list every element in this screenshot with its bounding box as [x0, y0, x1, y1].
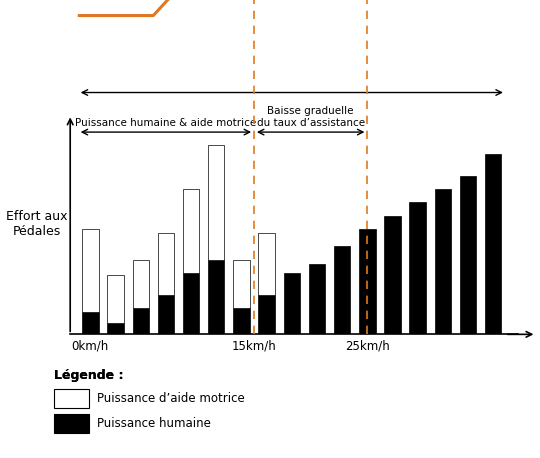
- Text: Puissance d’aide motrice: Puissance d’aide motrice: [97, 392, 245, 405]
- Bar: [183, 273, 199, 334]
- Bar: [183, 189, 199, 273]
- Bar: [233, 260, 249, 308]
- Bar: [460, 176, 476, 334]
- Bar: [107, 323, 124, 334]
- Bar: [132, 308, 149, 334]
- Bar: [259, 295, 275, 334]
- Bar: [485, 154, 502, 334]
- Text: Puissance humaine & aide motrice: Puissance humaine & aide motrice: [75, 118, 256, 128]
- Bar: [208, 260, 225, 334]
- Text: Puissance humaine: Puissance humaine: [97, 417, 211, 430]
- Bar: [158, 233, 174, 295]
- Bar: [334, 246, 350, 334]
- Bar: [284, 273, 300, 334]
- Bar: [309, 264, 325, 334]
- Bar: [82, 229, 98, 312]
- Bar: [259, 233, 275, 295]
- Bar: [409, 202, 426, 334]
- Bar: [359, 229, 375, 334]
- Bar: [158, 295, 174, 334]
- Text: Légende :: Légende :: [54, 369, 124, 382]
- Bar: [107, 275, 124, 323]
- Bar: [208, 145, 225, 260]
- Bar: [82, 312, 98, 334]
- Bar: [384, 216, 401, 334]
- Bar: [132, 260, 149, 308]
- Y-axis label: Effort aux
Pédales: Effort aux Pédales: [6, 210, 68, 239]
- Bar: [233, 308, 249, 334]
- Bar: [435, 189, 451, 334]
- Text: Légende :: Légende :: [54, 369, 124, 382]
- Text: Baisse graduelle
du taux d’assistance: Baisse graduelle du taux d’assistance: [256, 106, 365, 128]
